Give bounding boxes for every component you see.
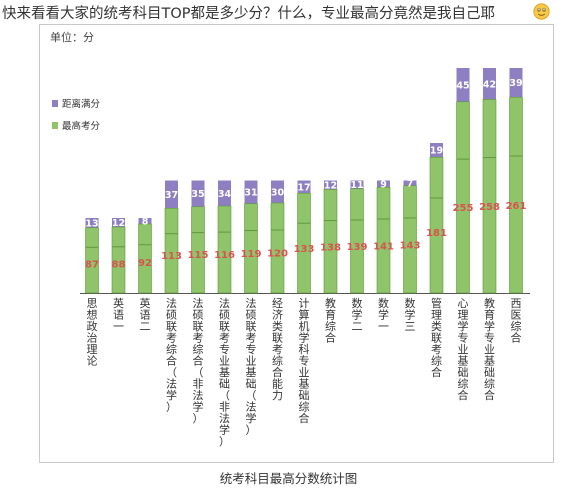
data-label-gap: 37 [165, 190, 178, 201]
bar-score-segment [376, 186, 391, 294]
page-headline: 快来看看大家的统考科目TOP都是多少分？什么，专业最高分竟然是我自己耶 [2, 6, 496, 22]
smiling-face-emoji-icon [533, 3, 550, 20]
data-label-score: 133 [294, 244, 315, 255]
data-label-gap: 7 [407, 179, 414, 190]
chart-container: 单位：分 距离满分 最高考分 13 87 思想政治理论 12 88 英语一 8 92 英语二 37 113… [39, 24, 554, 463]
legend-swatch-gap [52, 100, 58, 107]
bar-score-segment [111, 226, 126, 294]
unit-label: 单位：分 [50, 30, 94, 44]
data-label-gap: 12 [324, 181, 337, 192]
bar-gap-segment [509, 68, 523, 98]
bar-score-segment [509, 96, 523, 294]
data-label-gap: 12 [112, 218, 125, 229]
data-label-gap: 11 [350, 180, 363, 191]
category-label: 英语二 [140, 296, 151, 333]
legend-label-top-score: 最高考分 [62, 120, 101, 132]
category-label: 教育学专业基础综合 [484, 297, 495, 402]
bar-score-segment [138, 223, 152, 294]
data-label-gap: 45 [456, 80, 469, 91]
data-label-score: 255 [453, 203, 474, 214]
data-label-score: 120 [267, 249, 288, 260]
bar-gap-segment [350, 180, 364, 189]
data-label-score: 119 [241, 249, 262, 260]
bar-gap-segment [377, 180, 390, 188]
category-label: 经济类联考综合能力 [272, 297, 283, 402]
bar-gap-segment [191, 180, 205, 207]
category-label: 数学二 [352, 297, 363, 333]
data-label-score: 181 [426, 228, 447, 239]
bar-score-segment [403, 185, 417, 294]
legend-swatch-top-score [52, 122, 58, 129]
data-label-gap: 35 [191, 189, 204, 200]
category-label: 管理类联考综合 [431, 296, 442, 379]
bar-gap-segment [483, 68, 496, 100]
data-label-gap: 39 [509, 78, 522, 89]
bar-score-segment [164, 207, 179, 294]
legend-label-gap: 距离满分 [62, 98, 101, 110]
bar-gap-segment [244, 180, 258, 204]
category-label: 心理学专业基础综合 [458, 297, 469, 402]
data-label-gap: 30 [271, 187, 285, 198]
bar-gap-segment [138, 218, 152, 224]
data-label-gap: 19 [430, 146, 443, 157]
data-label-score: 113 [161, 251, 182, 262]
bar-score-segment [482, 99, 497, 294]
bar-gap-segment [112, 218, 125, 227]
category-label: 数学三 [405, 297, 416, 333]
category-label: 思想政治理论 [87, 297, 98, 368]
bar-score-segment [85, 227, 99, 294]
bar-gap-segment [85, 218, 99, 228]
data-label-score: 116 [214, 250, 235, 261]
bar-score-segment [456, 101, 470, 294]
bar-gap-segment [218, 180, 231, 206]
data-label-score: 88 [112, 259, 126, 270]
data-label-score: 139 [347, 242, 368, 253]
category-label: 计算机学科专业基础综合 [299, 297, 310, 425]
chart-caption: 统考科目最高分数统计图 [219, 471, 358, 486]
category-label: 法硕联考专业基础（非法学） [219, 296, 230, 448]
category-label: 法硕联考综合（法学） [166, 296, 177, 414]
bar-gap-segment [403, 180, 417, 186]
bar-score-segment [350, 188, 364, 294]
bar-score-segment [191, 206, 205, 294]
bar-score-segment [270, 202, 285, 294]
bar-gap-segment [271, 180, 284, 203]
bar-score-segment [244, 203, 258, 294]
data-label-gap: 8 [142, 217, 149, 228]
data-label-gap: 17 [297, 182, 310, 193]
bar-score-segment [297, 192, 311, 294]
data-label-gap: 9 [380, 179, 387, 190]
bar-gap-segment [430, 143, 443, 158]
bar-score-segment [429, 156, 444, 294]
category-label: 数学一 [378, 297, 389, 333]
category-label: 法硕联考专业基础（法学） [246, 296, 257, 437]
data-label-gap: 31 [244, 188, 257, 199]
bar-score-segment [323, 189, 338, 294]
bar-gap-segment [456, 68, 470, 102]
bar-score-segment [217, 205, 232, 294]
data-label-gap: 13 [85, 218, 98, 229]
category-label: 西医综合 [511, 297, 522, 345]
bar-gap-segment [297, 180, 311, 194]
data-label-gap: 34 [218, 189, 232, 200]
data-label-score: 115 [188, 250, 209, 261]
data-label-gap: 42 [483, 79, 496, 90]
data-label-score: 87 [85, 260, 99, 271]
data-label-score: 143 [400, 241, 421, 252]
category-label: 教育综合 [325, 297, 336, 345]
data-label-score: 141 [373, 241, 394, 252]
data-label-score: 261 [506, 201, 527, 212]
data-label-score: 138 [320, 242, 341, 253]
bar-gap-segment [165, 180, 178, 209]
category-label: 法硕联考综合（非法学） [193, 296, 204, 425]
data-label-score: 258 [479, 202, 500, 213]
bar-chart: 单位：分距离满分最高考分1387思想政治理论1288英语一892英语二37113… [50, 30, 530, 448]
bar-gap-segment [324, 180, 337, 190]
category-label: 英语一 [113, 296, 124, 333]
data-label-score: 92 [138, 258, 152, 269]
